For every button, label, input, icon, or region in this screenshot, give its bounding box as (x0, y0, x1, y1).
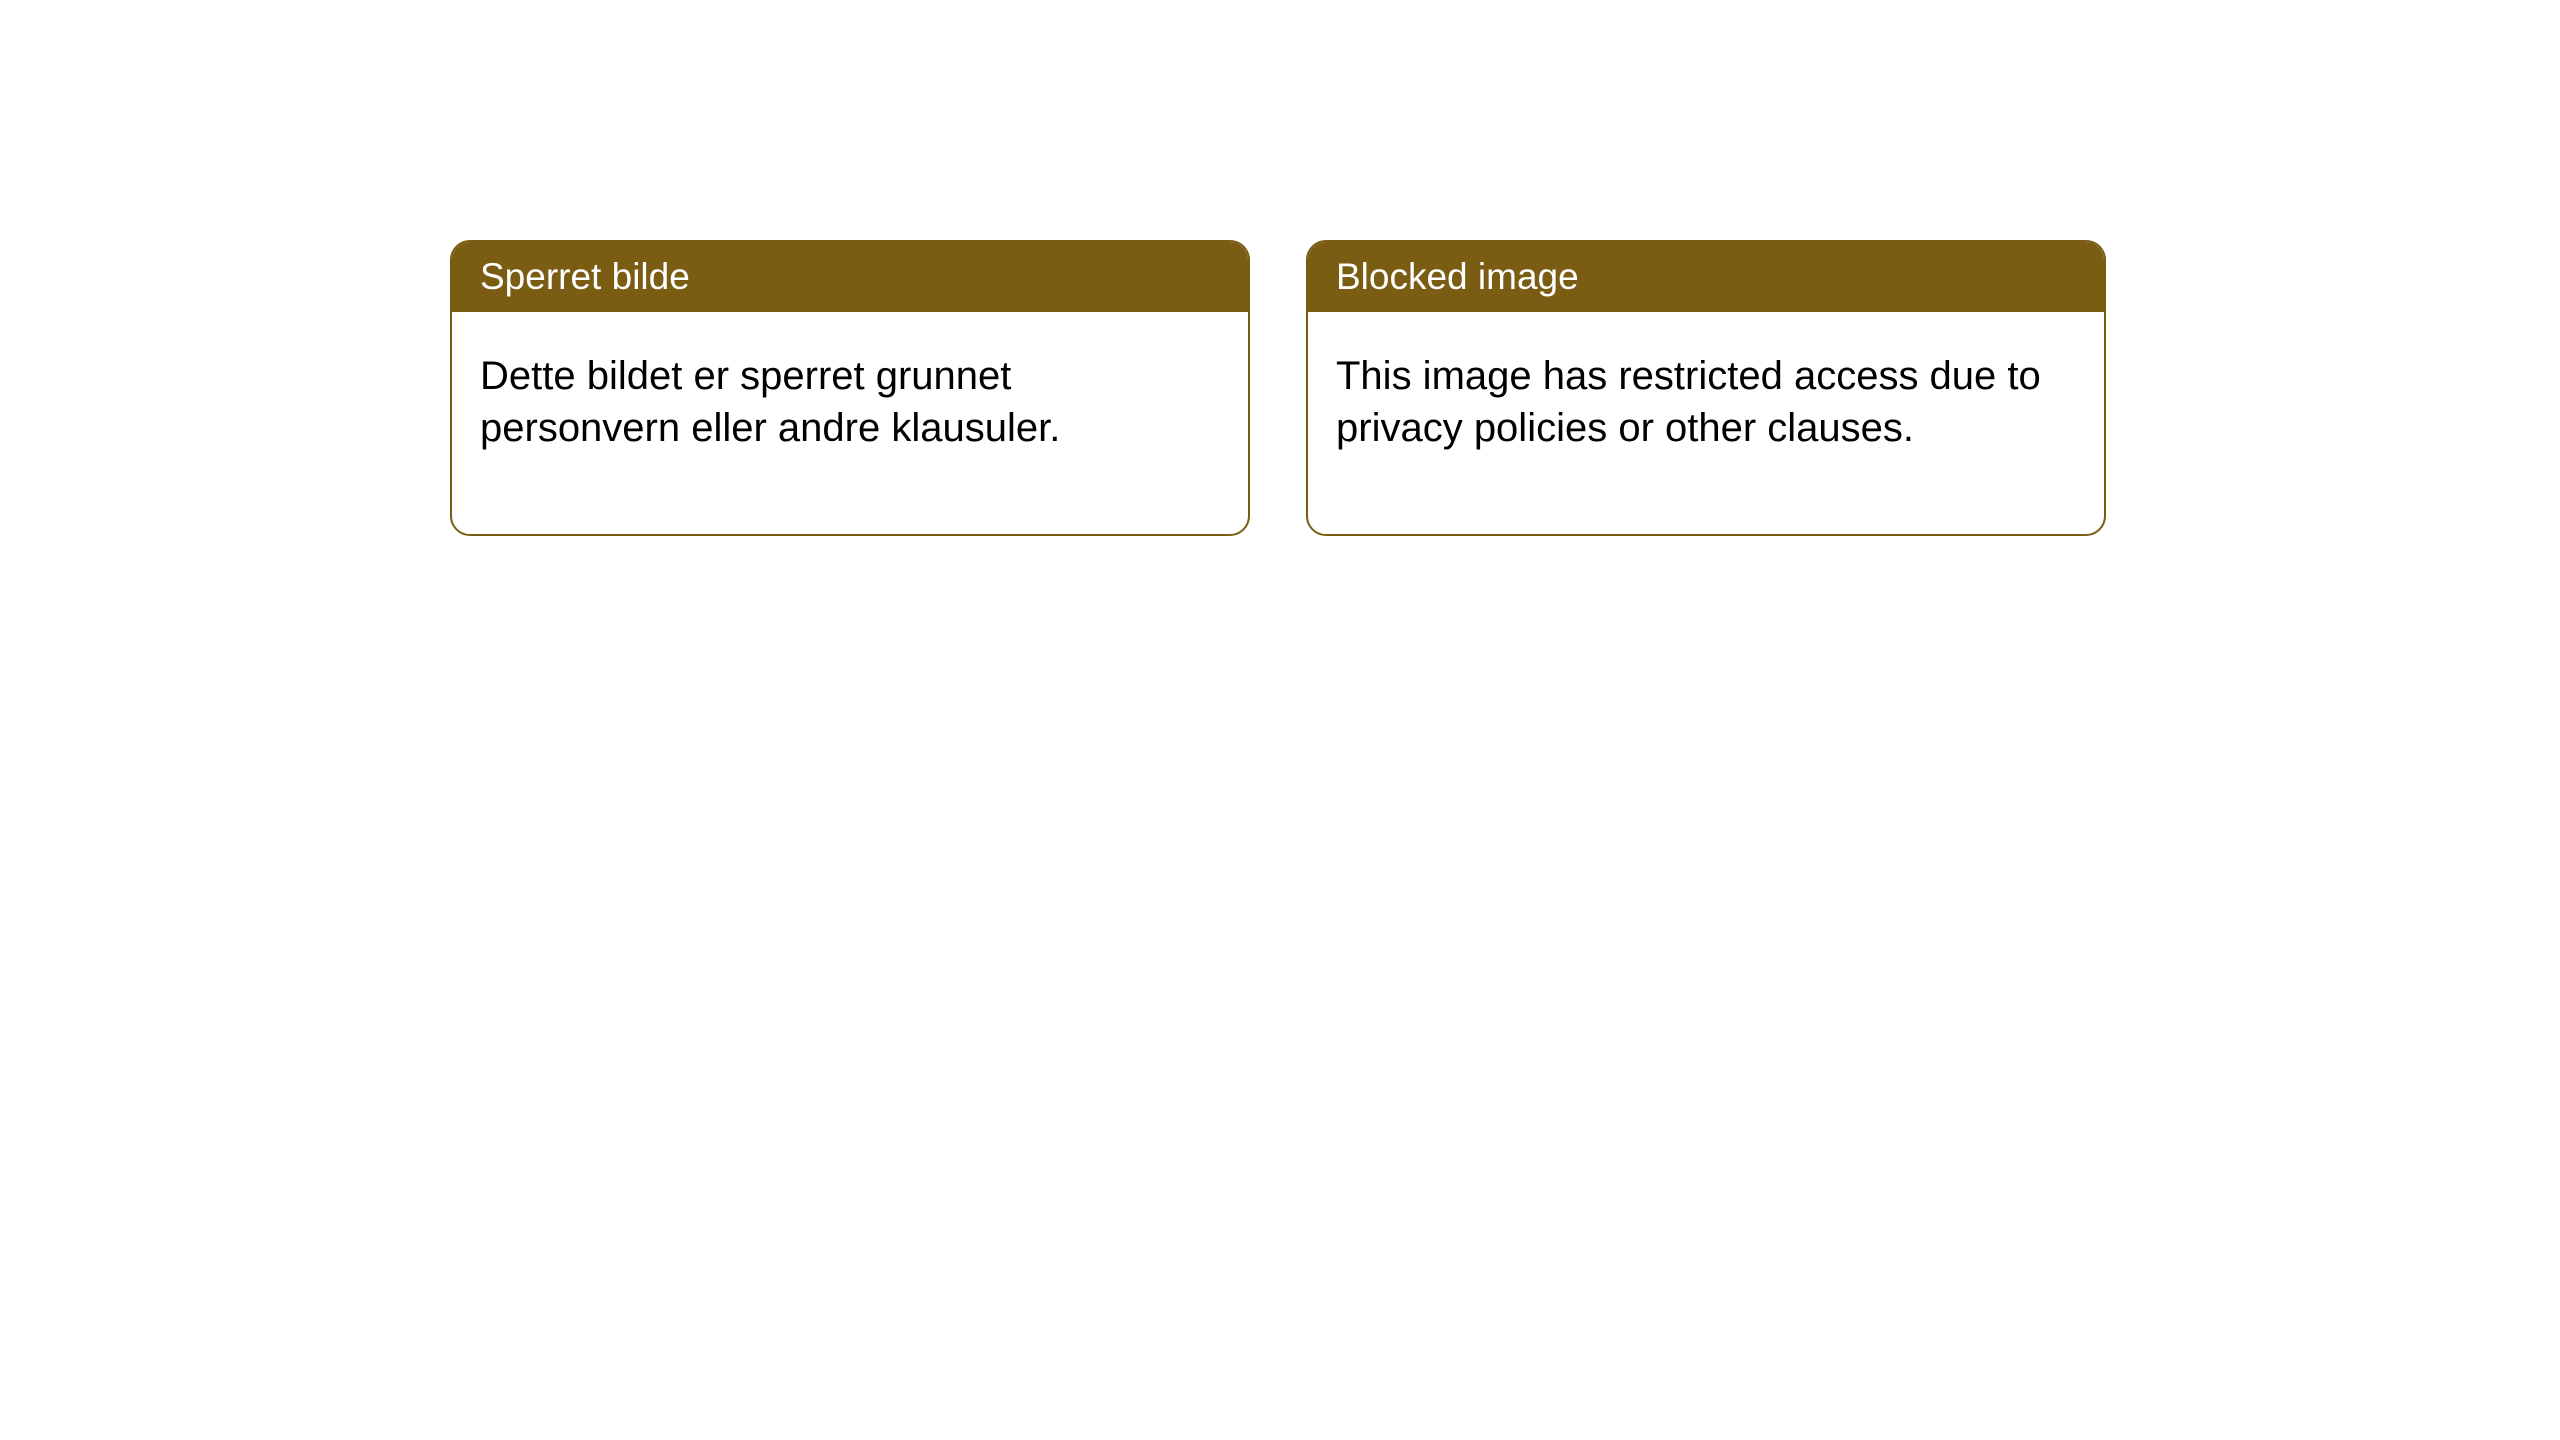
cards-container: Sperret bilde Dette bildet er sperret gr… (450, 240, 2560, 536)
card-body-text: Dette bildet er sperret grunnet personve… (480, 354, 1060, 450)
card-title: Blocked image (1336, 256, 1579, 297)
card-body-text: This image has restricted access due to … (1336, 354, 2041, 450)
card-body: Dette bildet er sperret grunnet personve… (452, 312, 1248, 534)
card-title: Sperret bilde (480, 256, 690, 297)
card-norwegian: Sperret bilde Dette bildet er sperret gr… (450, 240, 1250, 536)
card-header: Blocked image (1308, 242, 2104, 312)
card-header: Sperret bilde (452, 242, 1248, 312)
card-body: This image has restricted access due to … (1308, 312, 2104, 534)
card-english: Blocked image This image has restricted … (1306, 240, 2106, 536)
